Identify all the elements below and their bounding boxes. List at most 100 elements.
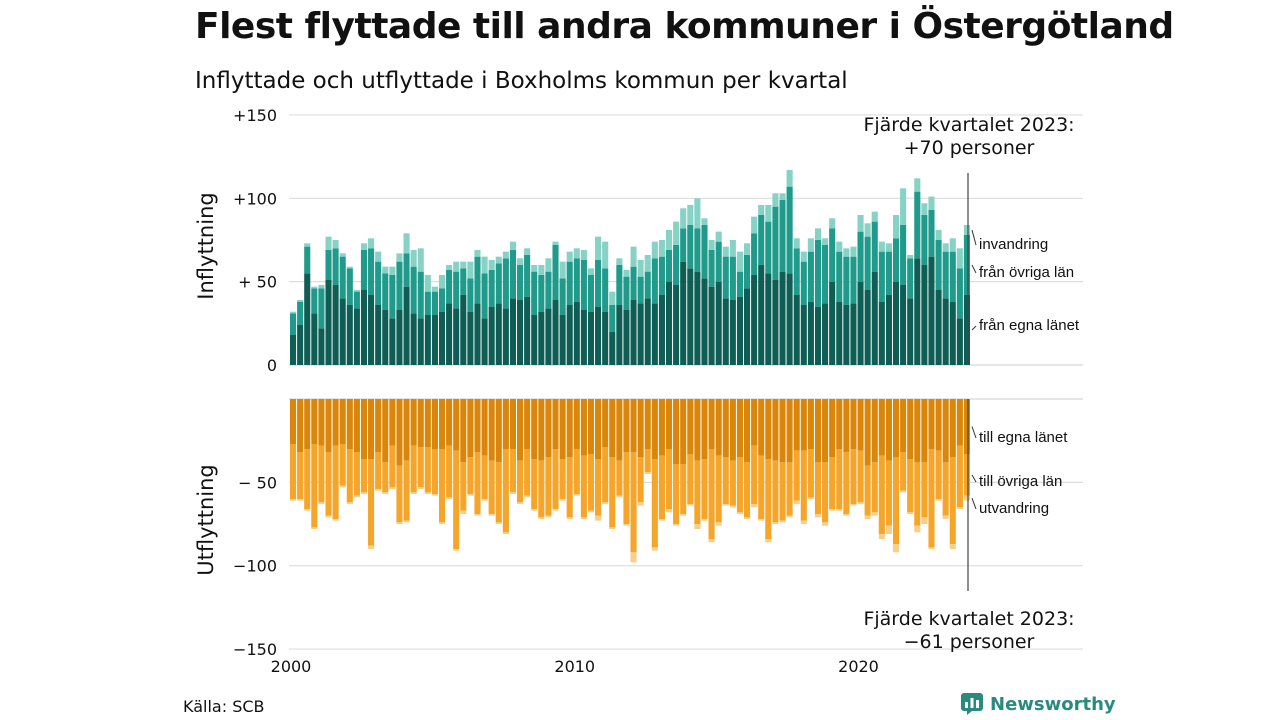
bar-in-ovriga bbox=[502, 258, 509, 309]
bar-out-ovriga bbox=[587, 454, 595, 511]
bar-out-egna bbox=[424, 399, 431, 448]
bar-out-ovriga bbox=[318, 445, 325, 503]
bar-in-egna bbox=[460, 294, 467, 365]
bar-in-ovriga bbox=[680, 228, 687, 262]
bar-out-ovriga bbox=[644, 449, 651, 473]
bar-in-egna bbox=[524, 296, 531, 365]
bar-in-egna bbox=[297, 324, 304, 365]
bar-in-egna bbox=[467, 311, 474, 365]
bar-in-invandring bbox=[297, 299, 304, 302]
bar-out-ovriga bbox=[722, 457, 729, 505]
bar-out-egna bbox=[836, 399, 843, 450]
bar-out-ovriga bbox=[538, 460, 545, 518]
bar-in-ovriga bbox=[665, 249, 673, 282]
bar-out-ovriga bbox=[609, 457, 616, 528]
bar-in-invandring bbox=[715, 231, 722, 242]
bar-out-utvandring bbox=[297, 499, 304, 501]
bar-in-ovriga bbox=[651, 258, 658, 304]
bar-in-ovriga bbox=[325, 249, 332, 280]
bar-in-egna bbox=[935, 289, 942, 365]
bar-in-egna bbox=[375, 304, 382, 365]
bar-out-egna bbox=[715, 399, 722, 456]
bar-in-invandring bbox=[779, 193, 786, 200]
bar-in-invandring bbox=[595, 236, 602, 260]
bar-in-egna bbox=[942, 298, 949, 365]
bar-in-invandring bbox=[765, 204, 772, 222]
bar-out-utvandring bbox=[559, 499, 566, 501]
bar-out-ovriga bbox=[807, 449, 814, 498]
y-tick-label: −100 bbox=[233, 557, 277, 576]
bar-in-ovriga bbox=[694, 228, 701, 272]
bar-in-invandring bbox=[382, 266, 389, 274]
bar-out-ovriga bbox=[921, 462, 928, 518]
bar-out-utvandring bbox=[772, 522, 779, 525]
bar-out-egna bbox=[772, 399, 779, 461]
bar-out-utvandring bbox=[353, 495, 360, 498]
bar-in-ovriga bbox=[751, 233, 758, 275]
bar-out-ovriga bbox=[928, 449, 935, 548]
bar-out-ovriga bbox=[509, 449, 517, 493]
bar-in-invandring bbox=[552, 241, 559, 245]
bar-out-egna bbox=[602, 399, 609, 448]
bar-in-egna bbox=[715, 281, 722, 365]
bar-in-egna bbox=[878, 301, 885, 365]
bar-in-invandring bbox=[531, 264, 538, 272]
bar-in-egna bbox=[595, 306, 602, 365]
bar-out-ovriga bbox=[474, 452, 481, 515]
bar-in-invandring bbox=[431, 286, 438, 292]
bar-out-utvandring bbox=[438, 522, 446, 525]
bar-out-egna bbox=[325, 399, 332, 453]
bar-out-utvandring bbox=[602, 502, 609, 505]
bar-in-invandring bbox=[325, 236, 332, 250]
bar-in-ovriga bbox=[900, 224, 907, 285]
bar-out-ovriga bbox=[438, 449, 446, 523]
y-axis-label-bottom: Utflyttning bbox=[194, 464, 218, 576]
bar-in-ovriga bbox=[701, 224, 708, 279]
bar-out-utvandring bbox=[871, 512, 878, 516]
bar-out-ovriga bbox=[502, 449, 509, 533]
bar-in-ovriga bbox=[892, 238, 900, 282]
bar-out-egna bbox=[793, 399, 800, 451]
bar-out-egna bbox=[587, 399, 595, 455]
bar-out-utvandring bbox=[609, 527, 616, 530]
bar-out-egna bbox=[814, 399, 822, 463]
bar-out-utvandring bbox=[360, 492, 368, 495]
bar-out-utvandring bbox=[538, 517, 545, 520]
bar-in-invandring bbox=[935, 229, 942, 240]
bar-in-egna bbox=[602, 311, 609, 365]
bar-out-ovriga bbox=[360, 459, 368, 493]
brand-logo[interactable]: Newsworthy bbox=[960, 692, 1116, 716]
bar-in-ovriga bbox=[566, 261, 573, 305]
bar-out-utvandring bbox=[729, 505, 736, 508]
bar-out-utvandring bbox=[807, 497, 814, 500]
bar-in-ovriga bbox=[807, 251, 814, 302]
bar-in-egna bbox=[453, 308, 460, 365]
inflow-bars bbox=[290, 169, 971, 365]
bar-out-egna bbox=[800, 399, 807, 451]
bar-in-egna bbox=[687, 268, 694, 365]
series-label: till egna länet bbox=[979, 429, 1068, 446]
bar-out-egna bbox=[630, 399, 637, 453]
bar-in-invandring bbox=[687, 204, 694, 225]
bar-out-ovriga bbox=[353, 452, 360, 496]
bar-out-egna bbox=[467, 399, 474, 458]
bar-out-utvandring bbox=[311, 527, 318, 530]
bar-in-invandring bbox=[701, 218, 708, 225]
bar-out-egna bbox=[509, 399, 517, 450]
bar-out-utvandring bbox=[502, 532, 509, 535]
bar-out-ovriga bbox=[573, 449, 580, 495]
bar-out-egna bbox=[552, 399, 559, 450]
bar-out-ovriga bbox=[481, 455, 488, 500]
bar-in-ovriga bbox=[744, 254, 751, 289]
bar-out-ovriga bbox=[907, 459, 914, 513]
bar-out-utvandring bbox=[694, 524, 701, 530]
bar-out-ovriga bbox=[885, 460, 892, 526]
bar-out-egna bbox=[389, 399, 396, 446]
bar-in-ovriga bbox=[304, 246, 311, 274]
bar-in-egna bbox=[949, 301, 956, 365]
bar-in-egna bbox=[353, 308, 360, 365]
bar-out-ovriga bbox=[786, 462, 793, 516]
bar-out-egna bbox=[290, 399, 297, 445]
bar-out-utvandring bbox=[410, 492, 417, 495]
bar-in-ovriga bbox=[438, 288, 446, 312]
